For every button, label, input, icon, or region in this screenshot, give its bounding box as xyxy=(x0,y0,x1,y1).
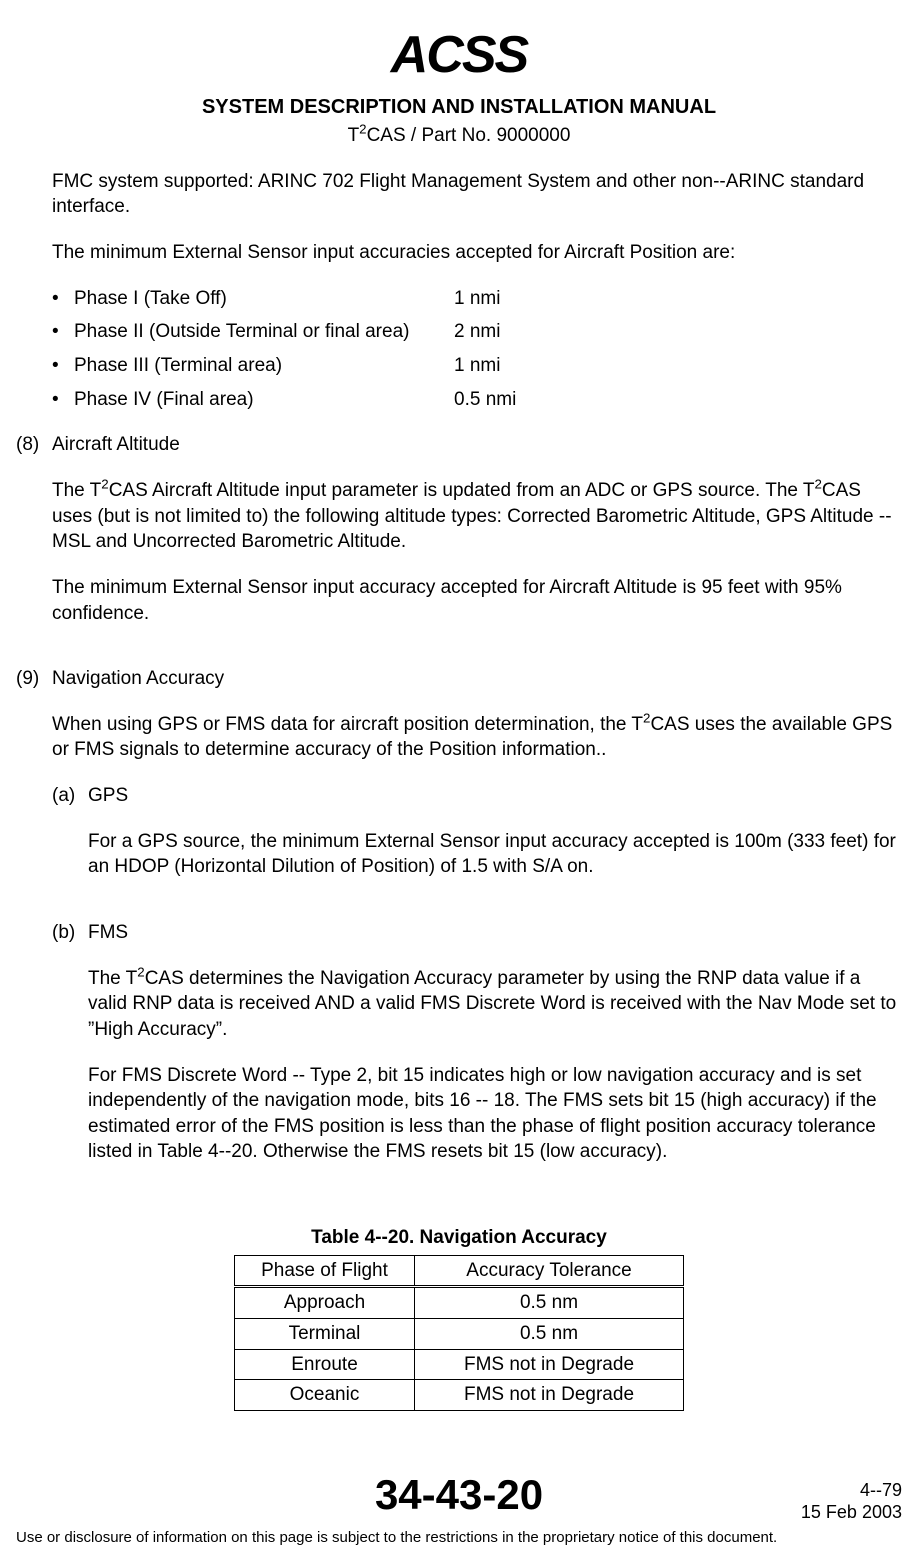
bullet-row: • Phase III (Terminal area) 1 nmi xyxy=(52,353,902,379)
bullet-row: • Phase IV (Final area) 0.5 nmi xyxy=(52,387,902,413)
section-9b-title: FMS xyxy=(88,920,902,946)
logo-text: ACSS xyxy=(391,26,527,84)
bullet-label: Phase IV (Final area) xyxy=(74,387,454,413)
bullet-value: 2 nmi xyxy=(454,319,500,345)
para-min-accuracy: The minimum External Sensor input accura… xyxy=(52,240,902,266)
page-date: 15 Feb 2003 xyxy=(752,1501,902,1524)
section-9-title: Navigation Accuracy xyxy=(52,666,902,692)
section-9b-marker: (b) xyxy=(52,920,88,1185)
section-9a: (a) GPS For a GPS source, the minimum Ex… xyxy=(52,783,902,900)
section-9b: (b) FMS The T2CAS determines the Navigat… xyxy=(52,920,902,1185)
table-row: Approach 0.5 nm xyxy=(235,1287,684,1319)
page-number: 4--79 xyxy=(752,1479,902,1502)
bullet-label: Phase I (Take Off) xyxy=(74,286,454,312)
section-9a-p1: For a GPS source, the minimum External S… xyxy=(88,829,902,880)
doc-number: 34-43-20 xyxy=(166,1467,752,1524)
table-cell: Terminal xyxy=(235,1319,415,1350)
bullet-value: 1 nmi xyxy=(454,286,500,312)
section-9b-p1: The T2CAS determines the Navigation Accu… xyxy=(88,966,902,1043)
page-footer: 34-43-20 4--79 15 Feb 2003 Use or disclo… xyxy=(0,1467,918,1548)
bullet-label: Phase III (Terminal area) xyxy=(74,353,454,379)
bullet-dot-icon: • xyxy=(52,387,74,413)
section-9-p1: When using GPS or FMS data for aircraft … xyxy=(52,712,902,763)
section-9a-marker: (a) xyxy=(52,783,88,900)
bullet-label: Phase II (Outside Terminal or final area… xyxy=(74,319,454,345)
table-header-row: Phase of Flight Accuracy Tolerance xyxy=(235,1255,684,1287)
table-row: Enroute FMS not in Degrade xyxy=(235,1349,684,1380)
bullet-value: 0.5 nmi xyxy=(454,387,516,413)
table-cell: Enroute xyxy=(235,1349,415,1380)
table-cell: Oceanic xyxy=(235,1380,415,1411)
section-9b-p2: For FMS Discrete Word -- Type 2, bit 15 … xyxy=(88,1063,902,1166)
table-cell: 0.5 nm xyxy=(415,1319,684,1350)
table-cell: Approach xyxy=(235,1287,415,1319)
table-cell: 0.5 nm xyxy=(415,1287,684,1319)
section-8-p2: The minimum External Sensor input accura… xyxy=(52,575,902,626)
bullet-dot-icon: • xyxy=(52,286,74,312)
section-9-marker: (9) xyxy=(16,666,52,1205)
proprietary-notice: Use or disclosure of information on this… xyxy=(16,1528,902,1548)
section-9a-title: GPS xyxy=(88,783,902,809)
bullet-row: • Phase II (Outside Terminal or final ar… xyxy=(52,319,902,345)
bullet-dot-icon: • xyxy=(52,319,74,345)
para-fmc: FMC system supported: ARINC 702 Flight M… xyxy=(52,169,902,220)
table-row: Terminal 0.5 nm xyxy=(235,1319,684,1350)
bullet-row: • Phase I (Take Off) 1 nmi xyxy=(52,286,902,312)
bullet-value: 1 nmi xyxy=(454,353,500,379)
nav-accuracy-table: Phase of Flight Accuracy Tolerance Appro… xyxy=(234,1255,684,1411)
table-cell: FMS not in Degrade xyxy=(415,1349,684,1380)
table-header-cell: Phase of Flight xyxy=(235,1255,415,1287)
section-9: (9) Navigation Accuracy When using GPS o… xyxy=(16,666,902,1205)
bullet-dot-icon: • xyxy=(52,353,74,379)
doc-subtitle: T2CAS / Part No. 9000000 xyxy=(16,123,902,149)
bullet-list: • Phase I (Take Off) 1 nmi • Phase II (O… xyxy=(52,286,902,413)
section-8: (8) Aircraft Altitude The T2CAS Aircraft… xyxy=(16,432,902,646)
logo: ACSS xyxy=(16,20,902,90)
section-8-p1: The T2CAS Aircraft Altitude input parame… xyxy=(52,478,902,555)
table-row: Oceanic FMS not in Degrade xyxy=(235,1380,684,1411)
section-8-marker: (8) xyxy=(16,432,52,646)
table-header-cell: Accuracy Tolerance xyxy=(415,1255,684,1287)
table-cell: FMS not in Degrade xyxy=(415,1380,684,1411)
doc-title: SYSTEM DESCRIPTION AND INSTALLATION MANU… xyxy=(16,94,902,121)
table-title: Table 4--20. Navigation Accuracy xyxy=(16,1225,902,1251)
section-8-title: Aircraft Altitude xyxy=(52,432,902,458)
